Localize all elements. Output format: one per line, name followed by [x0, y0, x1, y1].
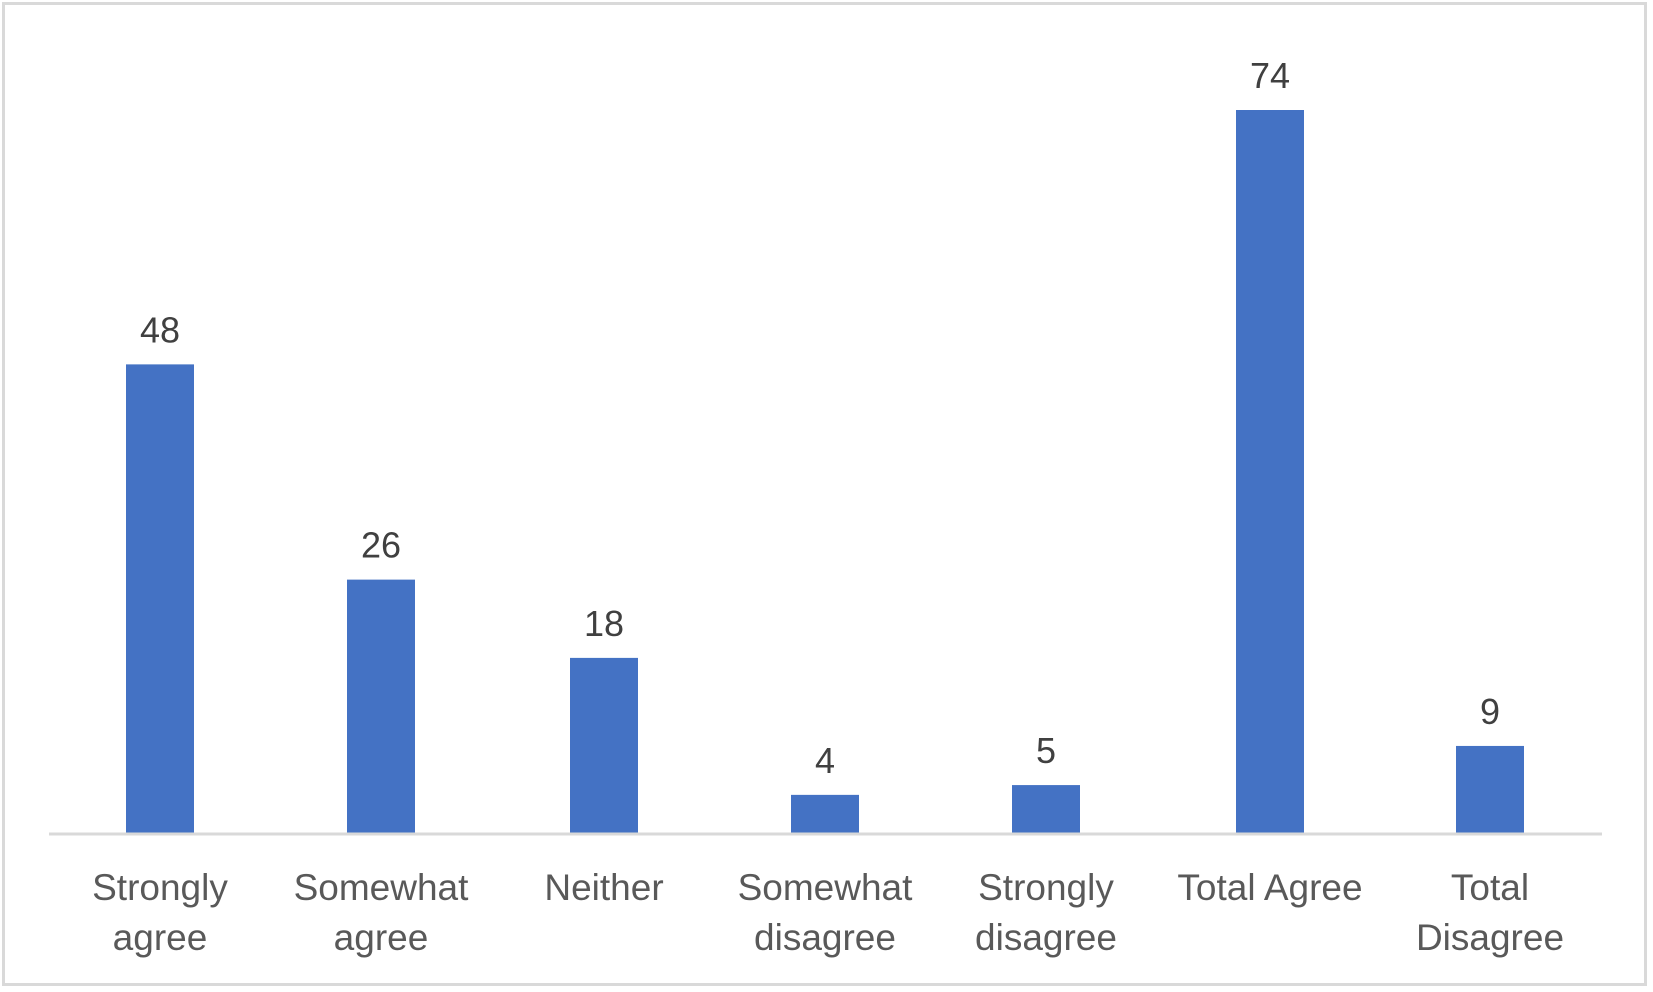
category-label-1-line-0: Somewhat: [294, 867, 470, 908]
bar-6: [1456, 745, 1524, 834]
value-labels-layer: 48 26 18 4 5 74 9: [140, 55, 1500, 781]
category-label-6-line-1: Disagree: [1416, 917, 1564, 958]
category-label-4-line-1: disagree: [975, 917, 1117, 958]
bar-value-label-0: 48: [140, 309, 180, 350]
category-label-4-line-0: Strongly: [978, 867, 1114, 908]
category-labels-layer: Strongly agree Somewhat agree Neither Somewha…: [92, 867, 1564, 958]
category-label-1-line-1: agree: [334, 917, 429, 958]
category-label-3: Somewhat disagree: [738, 867, 914, 958]
bar-4: [1012, 785, 1080, 834]
category-label-5-line-0: Total Agree: [1177, 867, 1362, 908]
bar-value-label-3: 4: [815, 740, 835, 781]
bar-value-label-1: 26: [361, 525, 401, 566]
category-label-3-line-0: Somewhat: [738, 867, 914, 908]
category-label-0-line-1: agree: [113, 917, 208, 958]
category-label-6: Total Disagree: [1416, 867, 1564, 958]
bar-0: [126, 364, 194, 834]
bar-3: [791, 794, 859, 834]
category-label-4: Strongly disagree: [975, 867, 1117, 958]
category-label-0: Strongly agree: [92, 867, 228, 958]
category-label-1: Somewhat agree: [294, 867, 470, 958]
bar-value-label-2: 18: [584, 603, 624, 644]
category-label-2-line-0: Neither: [544, 867, 663, 908]
category-label-5: Total Agree: [1177, 867, 1362, 908]
category-label-6-line-0: Total: [1451, 867, 1529, 908]
bar-2: [570, 657, 638, 834]
bar-value-label-5: 74: [1250, 55, 1290, 96]
category-label-0-line-0: Strongly: [92, 867, 228, 908]
bars-layer: [126, 110, 1524, 834]
category-label-2: Neither: [544, 867, 663, 908]
bar-1: [347, 579, 415, 834]
bar-value-label-6: 9: [1480, 691, 1500, 732]
bar-5: [1236, 110, 1304, 834]
bar-value-label-4: 5: [1036, 730, 1056, 771]
category-label-3-line-1: disagree: [754, 917, 896, 958]
